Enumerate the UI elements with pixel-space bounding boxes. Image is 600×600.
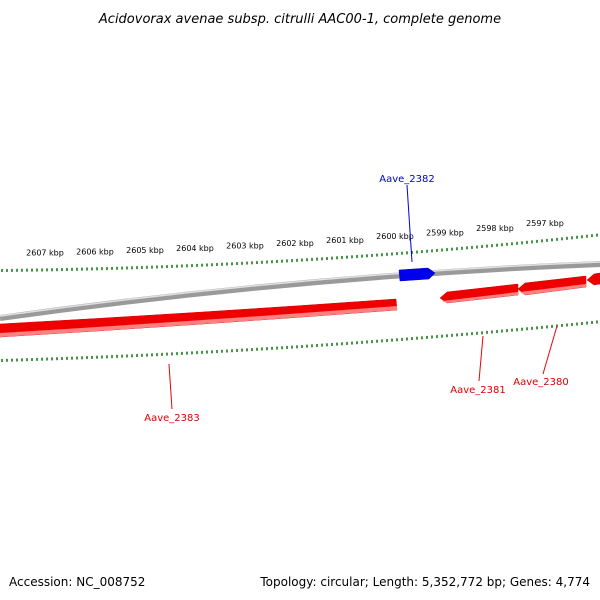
- gene-aave-2380-label: Aave_2380: [513, 377, 569, 388]
- tick-label: 2605 kbp: [126, 246, 164, 255]
- gene-aave-2380[interactable]: Aave_2380: [513, 275, 587, 388]
- tick-label: 2603 kbp: [226, 242, 264, 251]
- map-title: Acidovorax avenae subsp. citrulli AAC00-…: [98, 12, 501, 27]
- tick-label: 2600 kbp: [376, 232, 414, 241]
- tick-label: 2606 kbp: [76, 247, 114, 256]
- gene-aave-2383-leader: [168, 363, 173, 410]
- gene-aave-2381[interactable]: Aave_2381: [439, 283, 519, 396]
- gene-partial-right-arrow: [586, 272, 600, 286]
- tick-label: 2602 kbp: [276, 239, 314, 248]
- accession-text: Accession: NC_008752: [9, 575, 145, 589]
- gene-aave-2382[interactable]: Aave_2382: [379, 174, 436, 282]
- gene-aave-2380-shade: [520, 284, 586, 295]
- tick-label: 2601 kbp: [326, 236, 364, 245]
- inner-tick-ring: [1, 320, 598, 362]
- gene-aave-2380-leader: [542, 325, 558, 375]
- gene-aave-2383-shade: [0, 306, 397, 337]
- genome-backbone: [0, 261, 600, 321]
- gene-aave-2381-label: Aave_2381: [450, 385, 506, 396]
- gene-partial-right[interactable]: [586, 272, 600, 286]
- gene-aave-2382-arrow: [398, 267, 436, 282]
- gene-aave-2383[interactable]: Aave_2383: [0, 298, 398, 424]
- gene-aave-2381-leader: [478, 335, 484, 382]
- outer-tick-ring: 2607 kbp 2606 kbp 2605 kbp 2604 kbp 2603 kbp…: [1, 219, 598, 272]
- tick-label: 2604 kbp: [176, 244, 214, 253]
- tick-label: 2599 kbp: [426, 228, 464, 237]
- tick-label: 2597 kbp: [526, 219, 564, 228]
- genome-summary-text: Topology: circular; Length: 5,352,772 bp…: [259, 575, 590, 589]
- tick-label: 2607 kbp: [26, 248, 64, 257]
- tick-label: 2598 kbp: [476, 224, 514, 233]
- gene-aave-2383-label: Aave_2383: [144, 413, 200, 424]
- gene-aave-2382-leader: [406, 184, 413, 263]
- gene-aave-2381-shade: [442, 292, 518, 303]
- gene-aave-2382-label: Aave_2382: [379, 174, 435, 185]
- genome-backbone-highlight: [0, 261, 600, 317]
